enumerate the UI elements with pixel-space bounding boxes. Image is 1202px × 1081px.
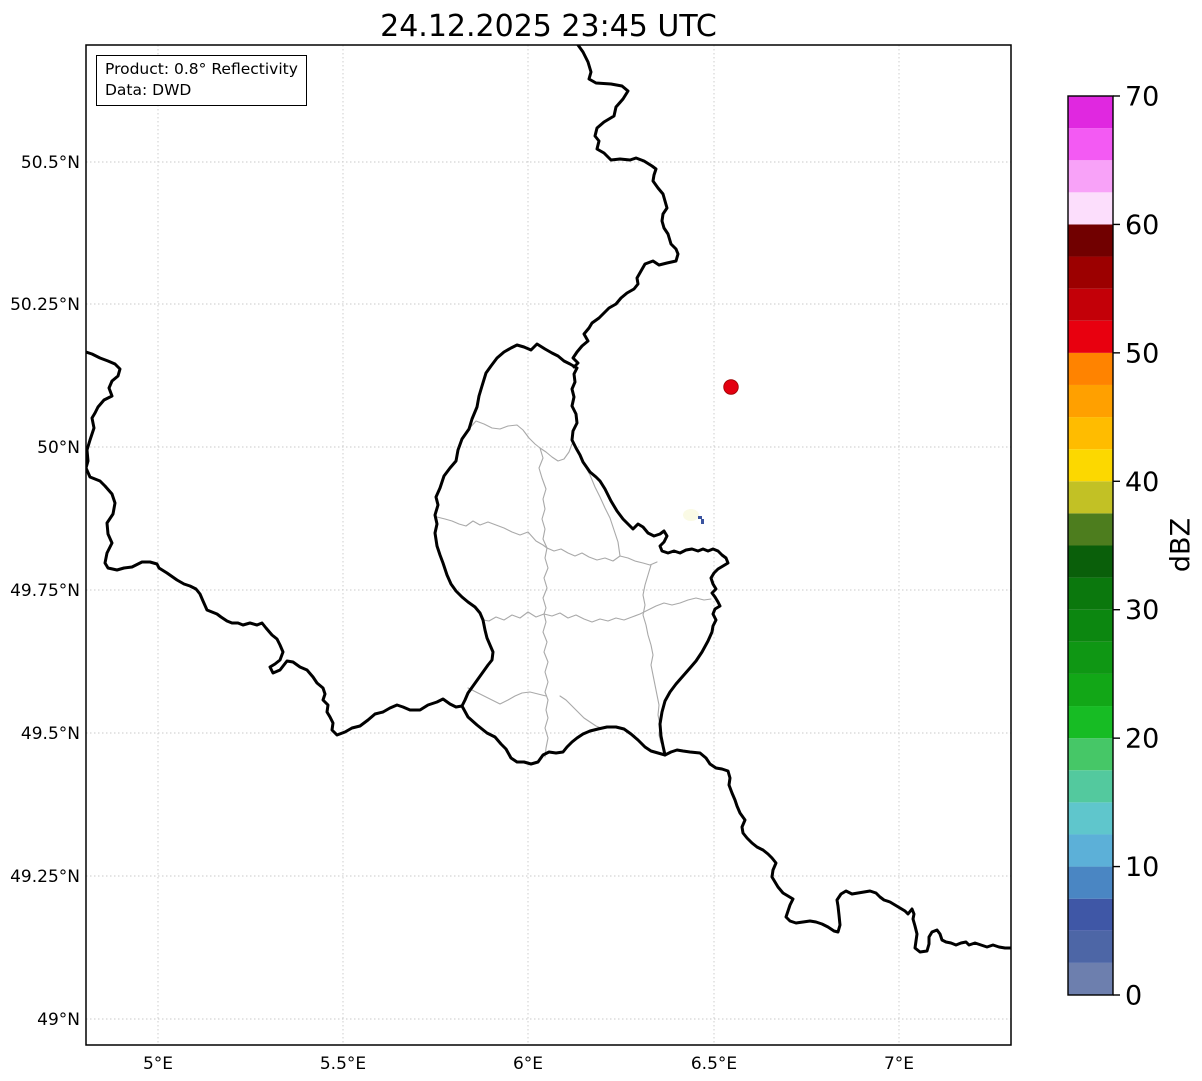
country-border-path <box>433 342 730 766</box>
product-annotation-box: Product: 0.8° Reflectivity Data: DWD <box>96 55 307 106</box>
colorbar-segment <box>1068 930 1113 963</box>
admin-border-path <box>482 611 545 622</box>
colorbar-tick-label: 20 <box>1125 724 1159 755</box>
colorbar-segment <box>1068 834 1113 867</box>
colorbar-segment <box>1068 417 1113 450</box>
x-tick-label: 6°E <box>513 1054 543 1074</box>
colorbar-segment <box>1068 96 1113 129</box>
y-tick-label: 49.75°N <box>10 581 80 601</box>
colorbar-segment <box>1068 288 1113 321</box>
colorbar-segment <box>1068 513 1113 546</box>
colorbar-segment <box>1068 320 1113 353</box>
admin-border-path <box>546 547 658 566</box>
x-tick-label: 5.5°E <box>320 1054 366 1074</box>
colorbar-segment <box>1068 641 1113 674</box>
x-tick-label: 5°E <box>143 1054 173 1074</box>
admin-border-path <box>467 687 547 705</box>
admin-border-path <box>542 547 549 615</box>
colorbar-segment <box>1068 673 1113 707</box>
data-source-line: Data: DWD <box>105 81 192 99</box>
admin-border-path <box>543 597 712 623</box>
admin-border-path <box>559 695 602 729</box>
colorbar-segment <box>1068 962 1113 995</box>
colorbar-segment <box>1068 384 1113 418</box>
x-tick-label: 7°E <box>884 1054 914 1074</box>
colorbar-segment <box>1068 481 1113 514</box>
colorbar-segment <box>1068 160 1113 193</box>
colorbar-tick-label: 50 <box>1125 338 1159 369</box>
colorbar-segment <box>1068 128 1113 161</box>
colorbar-segment <box>1068 545 1113 578</box>
map-frame <box>85 44 1012 1046</box>
colorbar-segment <box>1068 898 1113 931</box>
x-tick-label: 6.5°E <box>691 1054 737 1074</box>
colorbar-segment <box>1068 256 1113 289</box>
faint-echo <box>683 509 699 521</box>
y-tick-label: 50.25°N <box>10 295 80 315</box>
radar-site-marker <box>723 379 739 395</box>
y-tick-label: 50.5°N <box>21 153 80 173</box>
colorbar-segment <box>1068 738 1113 771</box>
colorbar-segment <box>1068 706 1113 739</box>
colorbar-tick-label: 40 <box>1125 467 1159 498</box>
colorbar-tick-label: 60 <box>1125 210 1159 241</box>
radar-echo-pixel <box>701 519 704 524</box>
colorbar-segment <box>1068 224 1113 257</box>
admin-border-path <box>539 443 573 462</box>
colorbar-segment <box>1068 802 1113 835</box>
colorbar-tick-label: 70 <box>1125 82 1159 113</box>
colorbar-frame <box>1067 95 1114 996</box>
country-border-path <box>663 748 1011 954</box>
map-area <box>86 45 1011 1045</box>
colorbar-segment <box>1068 192 1113 225</box>
admin-border-path <box>542 613 549 758</box>
admin-border-path <box>467 420 541 449</box>
radar-echo-pixel <box>698 516 702 519</box>
colorbar-segment <box>1068 770 1113 803</box>
colorbar-segment <box>1068 577 1113 610</box>
colorbar-segment <box>1068 449 1113 482</box>
country-border-path <box>86 350 464 737</box>
colorbar-segment <box>1068 866 1113 899</box>
colorbar-segment <box>1068 352 1113 385</box>
admin-border-path <box>436 516 548 549</box>
admin-border-path <box>583 463 621 557</box>
product-line: Product: 0.8° Reflectivity <box>105 60 298 78</box>
admin-border-path <box>538 447 548 549</box>
y-tick-label: 50°N <box>37 438 80 458</box>
colorbar-unit-label: dBZ <box>1165 517 1197 573</box>
colorbar-segment <box>1068 609 1113 642</box>
y-tick-label: 49°N <box>37 1010 80 1030</box>
admin-border-path <box>642 564 662 744</box>
figure-title: 24.12.2025 23:45 UTC <box>380 9 717 44</box>
y-tick-label: 49.25°N <box>10 867 80 887</box>
colorbar-tick-label: 10 <box>1125 852 1159 883</box>
country-border-path <box>571 45 680 369</box>
y-tick-label: 49.5°N <box>21 724 80 744</box>
colorbar-tick-label: 30 <box>1125 595 1159 626</box>
colorbar-tick-label: 0 <box>1125 981 1142 1012</box>
